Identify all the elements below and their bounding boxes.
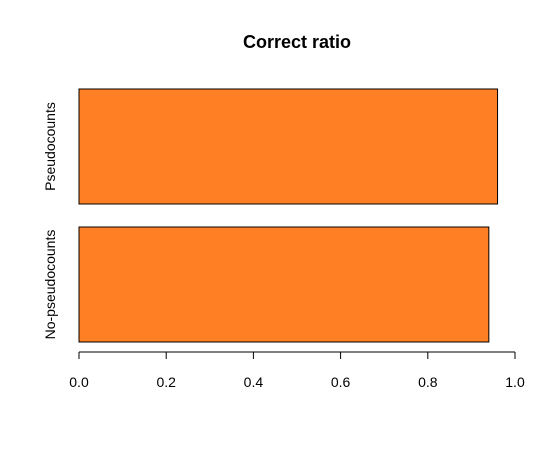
x-axis: 0.0 0.2 0.4 0.6 0.8 1.0 [69, 351, 525, 390]
x-tick-label-5: 1.0 [505, 374, 525, 390]
y-axis-labels: Pseudocounts No-pseudocounts [42, 102, 58, 339]
x-tick-label-1: 0.2 [156, 374, 176, 390]
bar-no-pseudocounts [78, 226, 490, 343]
x-tick-label-2: 0.4 [244, 374, 264, 390]
x-tick-label-3: 0.6 [331, 374, 351, 390]
chart-title: Correct ratio [243, 32, 351, 52]
y-tick-label-pseudocounts: Pseudocounts [42, 102, 58, 191]
x-tick-label-4: 0.8 [418, 374, 438, 390]
x-tick-label-0: 0.0 [69, 374, 89, 390]
y-tick-label-no-pseudocounts: No-pseudocounts [42, 230, 58, 340]
bar-pseudocounts [78, 88, 499, 205]
bars-group [78, 88, 499, 343]
